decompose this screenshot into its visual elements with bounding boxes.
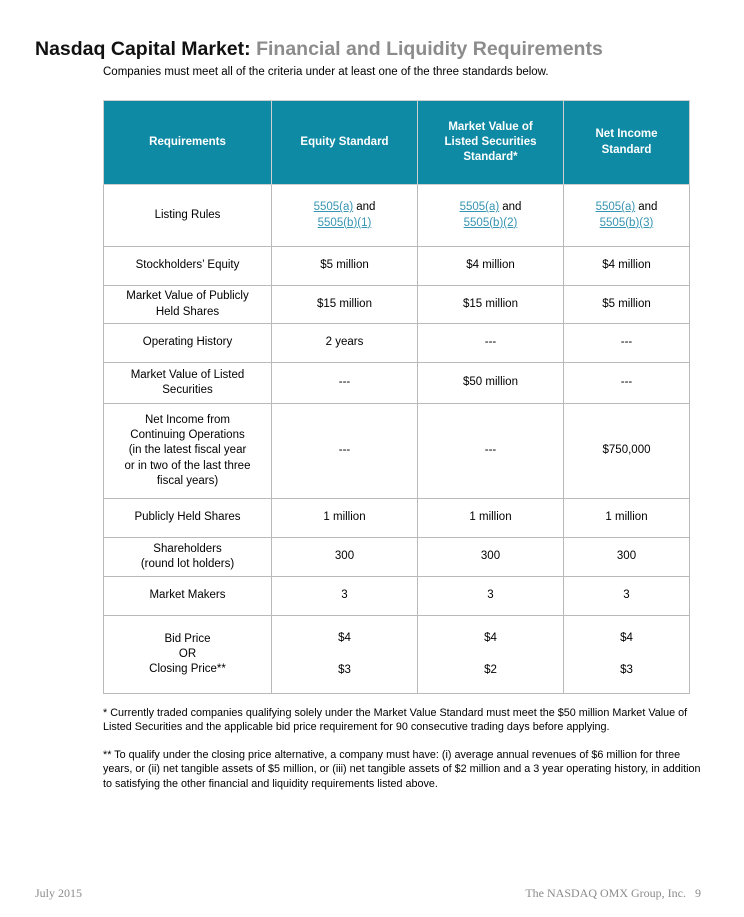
cell-value: 2 years <box>271 323 418 363</box>
footnote-market-value-standard: * Currently traded companies qualifying … <box>103 707 688 734</box>
cell-value: --- <box>563 362 690 404</box>
cell-value: $15 million <box>271 285 418 324</box>
cell-value: 1 million <box>417 498 564 538</box>
closing-price-value: $3 <box>338 663 351 676</box>
cell-value: $4 million <box>417 246 564 286</box>
header-market-value-standard: Market Value of Listed Securities Standa… <box>417 100 564 185</box>
cell-value: 300 <box>417 537 564 577</box>
table-row-listing-rules: Listing Rules 5505(a) and 5505(b)(1) 5505… <box>103 184 690 247</box>
footer-company: The NASDAQ OMX Group, Inc. 9 <box>525 886 701 901</box>
row-label: Operating History <box>103 323 272 363</box>
bid-price-value: $4 <box>484 632 497 645</box>
page-footer: July 2015 The NASDAQ OMX Group, Inc. 9 <box>35 886 701 901</box>
listing-rule-link[interactable]: 5505(a) <box>313 201 354 214</box>
footnote-closing-price: ** To qualify under the closing price al… <box>103 749 701 790</box>
table-row-operating-history: Operating History 2 years --- --- <box>103 323 690 363</box>
table-row-market-value-publicly-held-shares: Market Value of Publicly Held Shares $15… <box>103 285 690 324</box>
cell-value: 3 <box>563 576 690 616</box>
footer-date: July 2015 <box>35 886 83 900</box>
table-row-bid-price: Bid Price OR Closing Price** $4 $3 $4 $2… <box>103 615 690 694</box>
bid-price-value: $4 <box>338 632 351 645</box>
cell-bid-closing: $4 $3 <box>271 615 418 694</box>
header-requirements: Requirements <box>103 100 272 185</box>
cell-value: --- <box>417 403 564 499</box>
row-label: Market Makers <box>103 576 272 616</box>
table-row-shareholders: Shareholders (round lot holders) 300 300… <box>103 537 690 577</box>
cell-bid-closing: $4 $3 <box>563 615 690 694</box>
conjunction-text: and <box>356 201 376 214</box>
listing-rule-link[interactable]: 5505(a) <box>595 201 636 214</box>
table-header-row: Requirements Equity Standard Market Valu… <box>103 100 690 185</box>
listing-rule-link[interactable]: 5505(b)(1) <box>317 216 372 229</box>
cell-value: $750,000 <box>563 403 690 499</box>
listing-rule-link[interactable]: 5505(b)(2) <box>463 216 518 229</box>
conjunction-text: and <box>638 201 658 214</box>
row-label: Bid Price OR Closing Price** <box>103 615 272 694</box>
row-label: Net Income from Continuing Operations (i… <box>103 403 272 499</box>
table-row-market-makers: Market Makers 3 3 3 <box>103 576 690 616</box>
row-label: Stockholders’ Equity <box>103 246 272 286</box>
bid-price-value: $4 <box>620 632 633 645</box>
cell-listing-rules-equity: 5505(a) and 5505(b)(1) <box>271 184 418 247</box>
cell-value: --- <box>417 323 564 363</box>
table-row-publicly-held-shares: Publicly Held Shares 1 million 1 million… <box>103 498 690 538</box>
page-subtitle: Companies must meet all of the criteria … <box>103 66 549 78</box>
table-row-stockholders-equity: Stockholders’ Equity $5 million $4 milli… <box>103 246 690 286</box>
listing-rule-link[interactable]: 5505(b)(3) <box>599 216 654 229</box>
footer-page-number: 9 <box>695 886 701 900</box>
cell-value: $5 million <box>563 285 690 324</box>
cell-value: 3 <box>271 576 418 616</box>
cell-listing-rules-market-value: 5505(a) and 5505(b)(2) <box>417 184 564 247</box>
page-title-gray: Financial and Liquidity Requirements <box>250 38 603 61</box>
row-label: Publicly Held Shares <box>103 498 272 538</box>
cell-value: --- <box>271 403 418 499</box>
cell-value: $15 million <box>417 285 564 324</box>
footer-company-name: The NASDAQ OMX Group, Inc. <box>525 886 686 900</box>
cell-value: 300 <box>271 537 418 577</box>
cell-value: 1 million <box>563 498 690 538</box>
spacer <box>570 647 683 663</box>
table-row-market-value-listed-securities: Market Value of Listed Securities --- $5… <box>103 362 690 404</box>
cell-value: $5 million <box>271 246 418 286</box>
header-equity-standard: Equity Standard <box>271 100 418 185</box>
page-title: Nasdaq Capital Market: Financial and Liq… <box>35 38 603 61</box>
row-label: Listing Rules <box>103 184 272 247</box>
cell-value: --- <box>563 323 690 363</box>
header-net-income-standard: Net Income Standard <box>563 100 690 185</box>
cell-listing-rules-net-income: 5505(a) and 5505(b)(3) <box>563 184 690 247</box>
cell-bid-closing: $4 $2 <box>417 615 564 694</box>
conjunction-text: and <box>502 201 522 214</box>
closing-price-value: $2 <box>484 663 497 676</box>
page-title-black: Nasdaq Capital Market: <box>35 38 251 61</box>
closing-price-value: $3 <box>620 663 633 676</box>
cell-value: 3 <box>417 576 564 616</box>
table-row-net-income: Net Income from Continuing Operations (i… <box>103 403 690 499</box>
cell-value: $50 million <box>417 362 564 404</box>
cell-value: --- <box>271 362 418 404</box>
requirements-table: Requirements Equity Standard Market Valu… <box>103 100 690 694</box>
row-label: Market Value of Publicly Held Shares <box>103 285 272 324</box>
spacer <box>278 647 411 663</box>
cell-value: 1 million <box>271 498 418 538</box>
row-label: Market Value of Listed Securities <box>103 362 272 404</box>
listing-rule-link[interactable]: 5505(a) <box>459 201 500 214</box>
spacer <box>424 647 557 663</box>
row-label: Shareholders (round lot holders) <box>103 537 272 577</box>
cell-value: 300 <box>563 537 690 577</box>
cell-value: $4 million <box>563 246 690 286</box>
